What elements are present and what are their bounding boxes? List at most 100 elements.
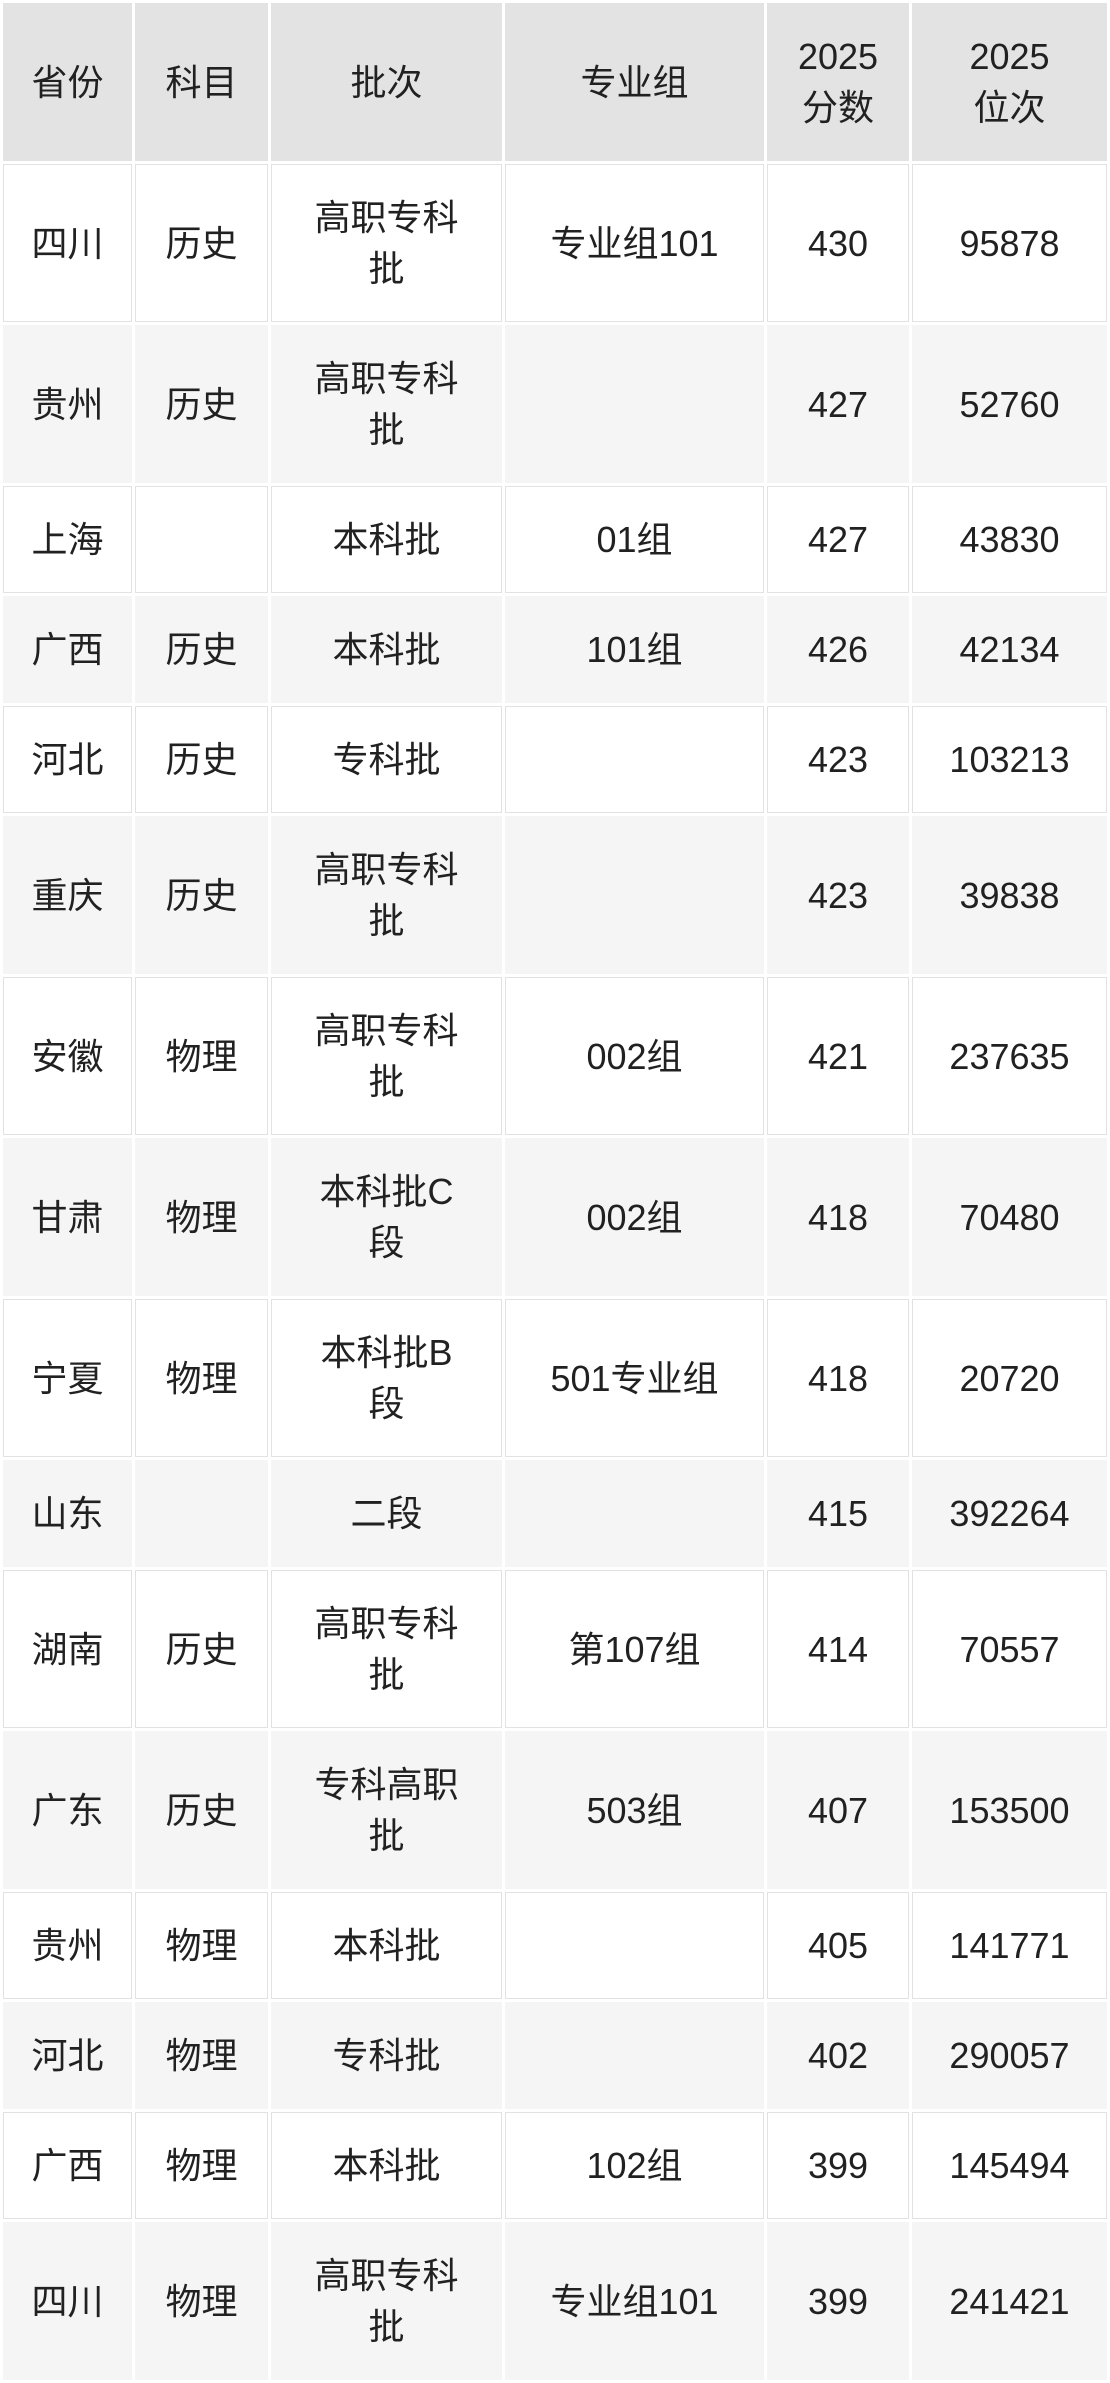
table-row: 广东 历史 专科高职 批 503组 407 153500	[3, 1731, 1107, 1889]
cell-batch: 二段	[271, 1460, 502, 1567]
cell-rank-2025: 290057	[912, 2002, 1107, 2109]
cell-province: 重庆	[3, 816, 132, 974]
cell-batch: 本科批	[271, 596, 502, 703]
table-row: 上海 本科批 01组 427 43830	[3, 486, 1107, 593]
cell-batch: 本科批	[271, 1892, 502, 1999]
cell-batch: 本科批	[271, 486, 502, 593]
cell-batch: 高职专科 批	[271, 2222, 502, 2380]
cell-major-group: 专业组101	[505, 2222, 764, 2380]
column-header-batch: 批次	[271, 3, 502, 161]
cell-subject: 历史	[135, 325, 268, 483]
cell-batch: 专科批	[271, 2002, 502, 2109]
cell-subject: 历史	[135, 164, 268, 322]
cell-province: 上海	[3, 486, 132, 593]
column-header-score-2025: 2025 分数	[767, 3, 909, 161]
column-header-subject: 科目	[135, 3, 268, 161]
cell-batch: 高职专科 批	[271, 816, 502, 974]
column-header-major-group: 专业组	[505, 3, 764, 161]
cell-major-group: 501专业组	[505, 1299, 764, 1457]
cell-province: 广西	[3, 596, 132, 703]
cell-subject: 历史	[135, 1570, 268, 1728]
cell-province: 四川	[3, 164, 132, 322]
column-header-province: 省份	[3, 3, 132, 161]
cell-province: 四川	[3, 2222, 132, 2380]
table-body: 四川 历史 高职专科 批专业组101 430 95878 贵州 历史 高职专科 批 427 527…	[3, 164, 1107, 2380]
cell-province: 广东	[3, 1731, 132, 1889]
cell-province: 宁夏	[3, 1299, 132, 1457]
cell-score-2025: 399	[767, 2222, 909, 2380]
cell-batch: 本科批B 段	[271, 1299, 502, 1457]
cell-score-2025: 402	[767, 2002, 909, 2109]
cell-rank-2025: 141771	[912, 1892, 1107, 1999]
table-header: 省份 科目 批次 专业组 2025 分数 2025 位次	[3, 3, 1107, 161]
cell-major-group: 01组	[505, 486, 764, 593]
cell-province: 河北	[3, 2002, 132, 2109]
cell-major-group: 102组	[505, 2112, 764, 2219]
cell-score-2025: 430	[767, 164, 909, 322]
cell-subject: 物理	[135, 1299, 268, 1457]
cell-province: 广西	[3, 2112, 132, 2219]
cell-subject: 历史	[135, 706, 268, 813]
cell-major-group: 002组	[505, 1138, 764, 1296]
cell-rank-2025: 241421	[912, 2222, 1107, 2380]
table-row: 四川 物理 高职专科 批专业组101 399 241421	[3, 2222, 1107, 2380]
table-row: 甘肃 物理 本科批C 段 002组 418 70480	[3, 1138, 1107, 1296]
cell-subject: 历史	[135, 596, 268, 703]
cell-major-group	[505, 706, 764, 813]
table-row: 安徽 物理 高职专科 批 002组 421 237635	[3, 977, 1107, 1135]
cell-major-group	[505, 816, 764, 974]
cell-batch: 高职专科 批	[271, 325, 502, 483]
cell-batch: 高职专科 批	[271, 977, 502, 1135]
cell-score-2025: 423	[767, 816, 909, 974]
cell-subject: 物理	[135, 2112, 268, 2219]
table-row: 宁夏 物理 本科批B 段 501专业组 418 20720	[3, 1299, 1107, 1457]
cell-batch: 高职专科 批	[271, 1570, 502, 1728]
cell-batch: 专科批	[271, 706, 502, 813]
cell-rank-2025: 103213	[912, 706, 1107, 813]
table-row: 广西 物理 本科批 102组 399 145494	[3, 2112, 1107, 2219]
cell-province: 贵州	[3, 325, 132, 483]
cell-score-2025: 414	[767, 1570, 909, 1728]
cell-score-2025: 405	[767, 1892, 909, 1999]
table-row: 重庆 历史 高职专科 批 423 39838	[3, 816, 1107, 974]
cell-score-2025: 418	[767, 1299, 909, 1457]
table-row: 四川 历史 高职专科 批专业组101 430 95878	[3, 164, 1107, 322]
column-header-rank-2025: 2025 位次	[912, 3, 1107, 161]
cell-rank-2025: 237635	[912, 977, 1107, 1135]
cell-subject: 历史	[135, 1731, 268, 1889]
cell-score-2025: 426	[767, 596, 909, 703]
cell-batch: 高职专科 批	[271, 164, 502, 322]
cell-subject: 物理	[135, 1892, 268, 1999]
cell-major-group: 第107组	[505, 1570, 764, 1728]
cell-score-2025: 407	[767, 1731, 909, 1889]
cell-rank-2025: 392264	[912, 1460, 1107, 1567]
table-row: 河北 历史 专科批 423 103213	[3, 706, 1107, 813]
cell-major-group: 503组	[505, 1731, 764, 1889]
cell-rank-2025: 20720	[912, 1299, 1107, 1457]
cell-score-2025: 399	[767, 2112, 909, 2219]
cell-major-group	[505, 1892, 764, 1999]
table-row: 贵州 物理 本科批 405 141771	[3, 1892, 1107, 1999]
cell-subject: 历史	[135, 816, 268, 974]
cell-rank-2025: 39838	[912, 816, 1107, 974]
cell-score-2025: 427	[767, 486, 909, 593]
table-row: 山东 二段 415 392264	[3, 1460, 1107, 1567]
cell-score-2025: 421	[767, 977, 909, 1135]
cell-subject: 物理	[135, 1138, 268, 1296]
cell-subject: 物理	[135, 977, 268, 1135]
cell-province: 山东	[3, 1460, 132, 1567]
cell-rank-2025: 52760	[912, 325, 1107, 483]
cell-province: 甘肃	[3, 1138, 132, 1296]
cell-batch: 本科批C 段	[271, 1138, 502, 1296]
cell-subject	[135, 1460, 268, 1567]
cell-rank-2025: 70557	[912, 1570, 1107, 1728]
table-row: 贵州 历史 高职专科 批 427 52760	[3, 325, 1107, 483]
table-row: 广西 历史 本科批 101组 426 42134	[3, 596, 1107, 703]
cell-score-2025: 415	[767, 1460, 909, 1567]
cell-major-group: 101组	[505, 596, 764, 703]
cell-score-2025: 423	[767, 706, 909, 813]
cell-rank-2025: 153500	[912, 1731, 1107, 1889]
cell-rank-2025: 43830	[912, 486, 1107, 593]
cell-score-2025: 418	[767, 1138, 909, 1296]
